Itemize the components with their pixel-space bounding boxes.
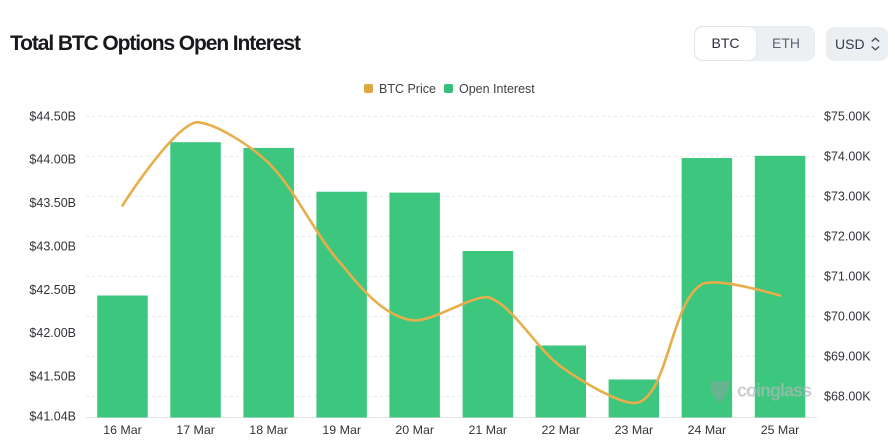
svg-text:$72.00K: $72.00K	[824, 230, 871, 244]
svg-text:$41.50B: $41.50B	[29, 370, 76, 384]
svg-text:$69.00K: $69.00K	[824, 350, 871, 364]
svg-text:18 Mar: 18 Mar	[249, 423, 288, 437]
svg-text:$44.00B: $44.00B	[29, 153, 76, 167]
svg-text:19 Mar: 19 Mar	[322, 423, 361, 437]
svg-text:$75.00K: $75.00K	[824, 110, 871, 124]
svg-text:16 Mar: 16 Mar	[103, 423, 142, 437]
svg-text:22 Mar: 22 Mar	[542, 423, 581, 437]
svg-text:$42.50B: $42.50B	[29, 283, 76, 297]
svg-text:$74.00K: $74.00K	[824, 150, 871, 164]
svg-text:$43.50B: $43.50B	[29, 196, 76, 210]
svg-text:$43.00B: $43.00B	[29, 239, 76, 253]
svg-text:$41.04B: $41.04B	[29, 410, 76, 424]
svg-text:$70.00K: $70.00K	[824, 310, 871, 324]
svg-text:coinglass: coinglass	[737, 381, 812, 401]
svg-text:$73.00K: $73.00K	[824, 190, 871, 204]
svg-text:21 Mar: 21 Mar	[469, 423, 508, 437]
svg-text:24 Mar: 24 Mar	[688, 423, 727, 437]
svg-text:$44.50B: $44.50B	[29, 109, 76, 123]
svg-text:$42.00B: $42.00B	[29, 326, 76, 340]
svg-text:25 Mar: 25 Mar	[761, 423, 800, 437]
svg-text:17 Mar: 17 Mar	[176, 423, 215, 437]
svg-text:23 Mar: 23 Mar	[615, 423, 654, 437]
svg-text:$71.00K: $71.00K	[824, 270, 871, 284]
svg-text:$68.00K: $68.00K	[824, 390, 871, 404]
svg-text:20 Mar: 20 Mar	[395, 423, 434, 437]
